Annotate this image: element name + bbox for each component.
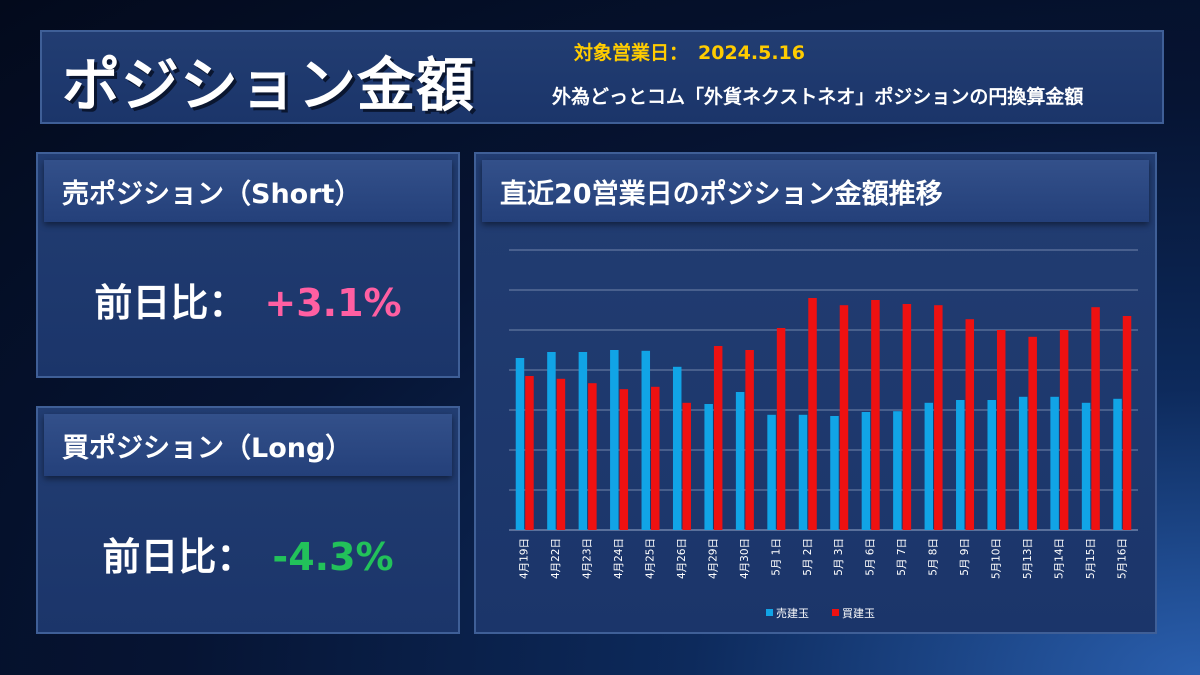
x-tick-label: 4月30日 <box>739 538 751 579</box>
short-change-label: 前日比： <box>94 281 247 325</box>
target-date-label: 対象営業日： <box>574 42 689 64</box>
short-panel-title: 売ポジション（Short） <box>44 160 452 222</box>
long-bar-9 <box>808 298 817 530</box>
short-bar-12 <box>893 411 902 530</box>
short-bar-11 <box>861 412 871 530</box>
x-tick-label: 5月10日 <box>990 538 1002 579</box>
short-bar-6 <box>704 404 713 530</box>
short-bar-4 <box>641 350 651 530</box>
short-change: 前日比： +3.1% <box>38 272 458 327</box>
long-position-panel: 買ポジション（Long） 前日比： -4.3% <box>36 406 460 634</box>
short-bar-18 <box>1081 402 1091 530</box>
long-bar-18 <box>1091 307 1100 530</box>
long-bar-2 <box>588 383 597 530</box>
short-bar-19 <box>1113 398 1122 530</box>
long-bar-4 <box>651 386 660 530</box>
long-panel-title: 買ポジション（Long） <box>44 414 452 476</box>
short-bar-9 <box>798 414 808 530</box>
long-bar-13 <box>934 305 943 530</box>
short-bar-3 <box>610 350 619 530</box>
long-change: 前日比： -4.3% <box>38 526 458 581</box>
long-bar-16 <box>1028 336 1037 530</box>
x-tick-label: 5月14日 <box>1053 538 1065 579</box>
x-tick-label: 4月29日 <box>707 538 719 579</box>
short-bar-14 <box>956 400 965 530</box>
position-bar-chart: 4月19日 4月22日 4月23日 4月24日 4月25日 4月26日 4月29日 4月30日… <box>509 249 1138 620</box>
x-tick-label: 5月16日 <box>1116 538 1128 579</box>
short-bar-10 <box>830 416 839 530</box>
x-tick-label: 5月 7日 <box>896 538 908 576</box>
chart-panel: 直近20営業日のポジション金額推移 4月19日 4月22日 4月23日 4月24日 4月… <box>474 152 1157 634</box>
long-bar-19 <box>1122 316 1132 530</box>
x-tick-label: 4月24日 <box>613 538 625 579</box>
long-bar-1 <box>556 378 566 530</box>
long-bar-7 <box>745 350 754 530</box>
long-bar-14 <box>965 319 975 530</box>
x-tick-label: 4月26日 <box>676 538 688 579</box>
long-bar-15 <box>996 330 1006 530</box>
short-bar-17 <box>1050 396 1059 530</box>
legend-label-0: 売建玉 <box>776 606 809 620</box>
chart-panel-title: 直近20営業日のポジション金額推移 <box>482 160 1149 222</box>
x-tick-label: 5月 9日 <box>959 538 971 576</box>
long-bar-8 <box>776 328 786 530</box>
x-tick-label: 4月19日 <box>519 538 531 579</box>
x-tick-label: 5月 2日 <box>802 538 814 576</box>
legend-label-1: 買建玉 <box>842 606 875 620</box>
short-bar-8 <box>767 414 776 530</box>
short-change-value: +3.1% <box>264 281 402 325</box>
x-tick-label: 5月13日 <box>1022 538 1034 579</box>
legend-swatch-1 <box>832 609 839 616</box>
long-change-value: -4.3% <box>272 535 394 579</box>
short-bar-15 <box>987 400 996 530</box>
short-bar-13 <box>924 402 934 530</box>
short-bar-0 <box>515 358 525 530</box>
long-bar-6 <box>713 346 723 530</box>
short-bar-5 <box>672 366 682 530</box>
short-bar-16 <box>1018 396 1028 530</box>
target-date: 対象営業日： 2024.5.16 <box>574 38 815 65</box>
short-bar-2 <box>578 352 588 530</box>
x-tick-label: 5月 3日 <box>833 538 845 576</box>
x-tick-label: 5月15日 <box>1085 538 1097 579</box>
x-tick-label: 4月23日 <box>582 538 594 579</box>
header-panel: ポジション金額 対象営業日： 2024.5.16 外為どっとコム「外貨ネクストネオ… <box>40 30 1164 124</box>
long-change-label: 前日比： <box>102 535 255 579</box>
long-bar-11 <box>871 300 880 530</box>
x-tick-label: 4月22日 <box>550 538 562 579</box>
x-tick-label: 5月 1日 <box>770 538 782 576</box>
short-bar-1 <box>547 352 556 530</box>
long-bar-0 <box>525 376 534 530</box>
header-subtitle: 外為どっとコム「外貨ネクストネオ」ポジションの円換算金額 <box>552 86 1084 108</box>
target-date-value: 2024.5.16 <box>698 42 805 64</box>
long-bar-12 <box>902 304 912 530</box>
short-position-panel: 売ポジション（Short） 前日比： +3.1% <box>36 152 460 378</box>
page-title: ポジション金額 <box>62 51 476 119</box>
long-bar-5 <box>682 402 691 530</box>
x-tick-label: 5月 6日 <box>865 538 877 576</box>
long-bar-17 <box>1059 330 1069 530</box>
long-bar-10 <box>839 305 849 530</box>
x-tick-label: 4月25日 <box>645 538 657 579</box>
short-bar-7 <box>735 392 745 530</box>
long-bar-3 <box>619 389 629 530</box>
x-tick-label: 5月 8日 <box>928 538 940 576</box>
legend-swatch-0 <box>766 609 773 616</box>
